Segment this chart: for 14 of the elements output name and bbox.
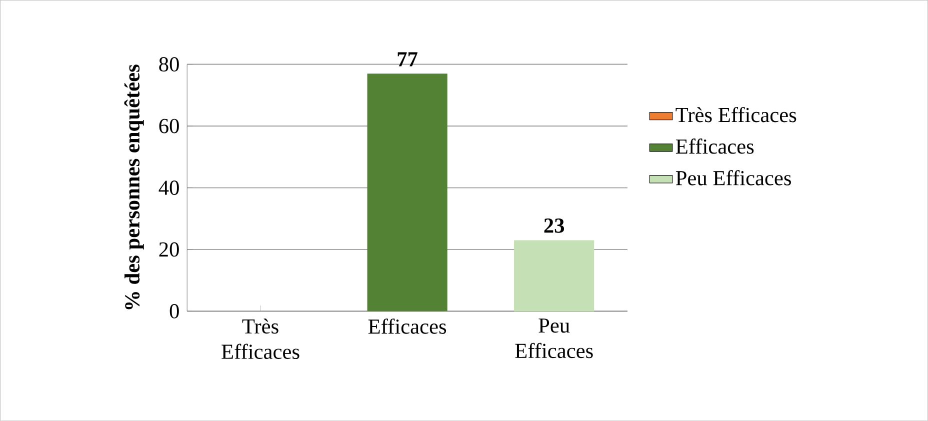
x-tick-label: Peu Efficaces — [515, 318, 593, 358]
y-tick-label: 60 — [159, 118, 179, 134]
legend-label: Très Efficaces — [676, 107, 796, 122]
y-tick-label: 20 — [159, 242, 179, 257]
legend-label: Peu Efficaces — [676, 170, 791, 186]
y-tick-label: 40 — [158, 180, 179, 196]
data-label: 23 — [544, 218, 564, 233]
data-label: 77 — [398, 52, 418, 66]
legend-label: Efficaces — [676, 138, 754, 154]
y-axis-title: % des personnes enquêtées — [124, 64, 144, 310]
y-tick-label: 80 — [159, 57, 179, 72]
y-tick-label: 0 — [170, 304, 179, 318]
x-tick-label: Efficaces — [368, 318, 446, 334]
x-tick-label: Très Efficaces — [222, 318, 300, 360]
